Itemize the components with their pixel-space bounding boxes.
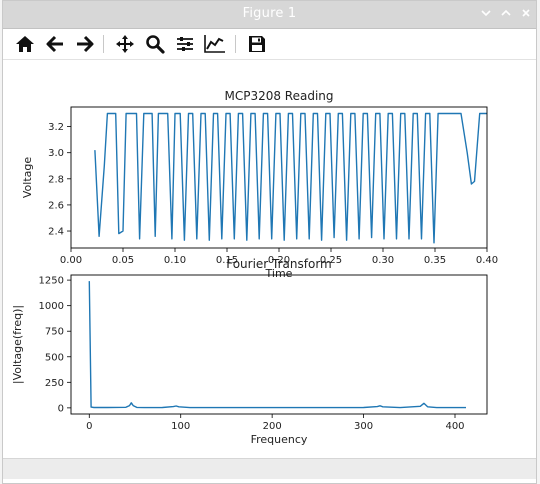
status-bar [3, 458, 536, 479]
x-tick-label: 400 [445, 421, 464, 432]
x-tick-label: 0.05 [112, 255, 134, 266]
toolbar-separator [103, 35, 104, 53]
x-tick-label: 0.40 [476, 255, 498, 266]
x-tick-label: 300 [354, 421, 373, 432]
toolbar-separator [235, 35, 236, 53]
close-icon[interactable] [517, 5, 535, 23]
navigation-toolbar [3, 29, 536, 60]
x-tick-label: 0.00 [60, 255, 82, 266]
y-tick-label: 750 [45, 327, 64, 338]
y-tick-label: 2.4 [48, 227, 64, 238]
chart-title: MCP3208 Reading [224, 89, 333, 103]
x-tick-label: 0 [86, 421, 92, 432]
x-tick-label: 0.10 [164, 255, 186, 266]
y-tick-label: 2.8 [48, 174, 64, 185]
pan-icon[interactable] [113, 32, 137, 56]
y-axis-label: Voltage [21, 157, 34, 198]
subplots-icon[interactable] [173, 32, 197, 56]
save-icon[interactable] [245, 32, 269, 56]
x-axis-label: Time [265, 267, 293, 280]
y-tick-label: 3.0 [48, 148, 64, 159]
customize-icon[interactable] [203, 32, 227, 56]
x-tick-label: 100 [171, 421, 190, 432]
zoom-icon[interactable] [143, 32, 167, 56]
title-bar[interactable]: Figure 1 [3, 1, 536, 29]
x-axis-label: Frequency [251, 433, 308, 446]
y-tick-label: 250 [45, 378, 64, 389]
series-line [88, 281, 466, 409]
y-tick-label: 3.2 [48, 122, 64, 133]
window-title: Figure 1 [242, 6, 297, 21]
home-icon[interactable] [13, 32, 37, 56]
y-tick-label: 0 [58, 403, 64, 414]
y-tick-label: 500 [45, 352, 64, 363]
x-tick-label: 200 [263, 421, 282, 432]
y-axis-label: |Voltage(freq)| [11, 305, 24, 384]
axes-frame [70, 274, 488, 415]
back-arrow-icon[interactable] [43, 32, 67, 56]
chevron-up-icon[interactable] [497, 5, 515, 23]
chevron-down-icon[interactable] [477, 5, 495, 23]
y-tick-label: 1000 [39, 301, 64, 312]
figure-svg: MCP3208 Reading 0.00 0.05 0.10 0.15 0.20 0.25 0… [11, 89, 498, 446]
x-tick-label: 0.15 [216, 255, 238, 266]
x-tick-label: 0.20 [268, 255, 290, 266]
figure-canvas: MCP3208 Reading 0.00 0.05 0.10 0.15 0.20 0.25 0… [7, 61, 533, 456]
y-tick-label: 2.6 [48, 200, 64, 211]
x-tick-label: 0.30 [372, 255, 394, 266]
forward-arrow-icon[interactable] [73, 32, 97, 56]
x-tick-label: 0.25 [320, 255, 342, 266]
axes-frame [70, 106, 488, 249]
y-tick-label: 1250 [39, 276, 64, 287]
series-line [94, 112, 487, 244]
x-tick-label: 0.35 [424, 255, 446, 266]
chart-title: Fourier Transform [226, 257, 332, 271]
